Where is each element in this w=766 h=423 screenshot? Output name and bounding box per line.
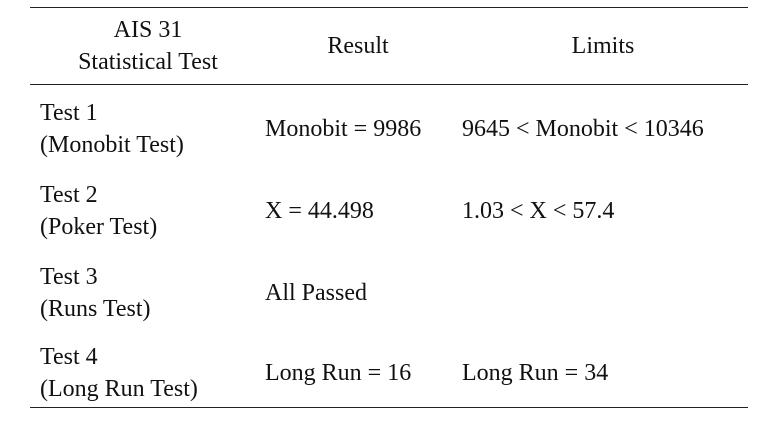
limits-cell: Long Run = 34 [462,360,609,386]
top-rule [30,7,748,8]
header-cell: Limits [571,33,635,59]
test-name: Test 3 [40,264,98,290]
bottom-rule [30,407,748,408]
test-name: Test 1 [40,100,98,126]
result-cell: X = 44.498 [265,198,374,224]
limits-cell: 9645 < Monobit < 10346 [462,116,704,142]
test-name: (Monobit Test) [40,132,184,158]
test-name: Test 2 [40,182,98,208]
header-cell: Result [327,33,389,59]
header-cell: Statistical Test [78,49,218,75]
result-cell: Monobit = 9986 [265,116,422,142]
test-name: (Runs Test) [40,296,151,322]
test-name: (Long Run Test) [40,376,198,402]
result-cell: Long Run = 16 [265,360,412,386]
header-rule [30,84,748,85]
result-cell: All Passed [265,280,367,306]
test-name: (Poker Test) [40,214,158,240]
limits-cell: 1.03 < X < 57.4 [462,198,615,224]
test-name: Test 4 [40,344,98,370]
header-cell: AIS 31 [113,17,183,43]
